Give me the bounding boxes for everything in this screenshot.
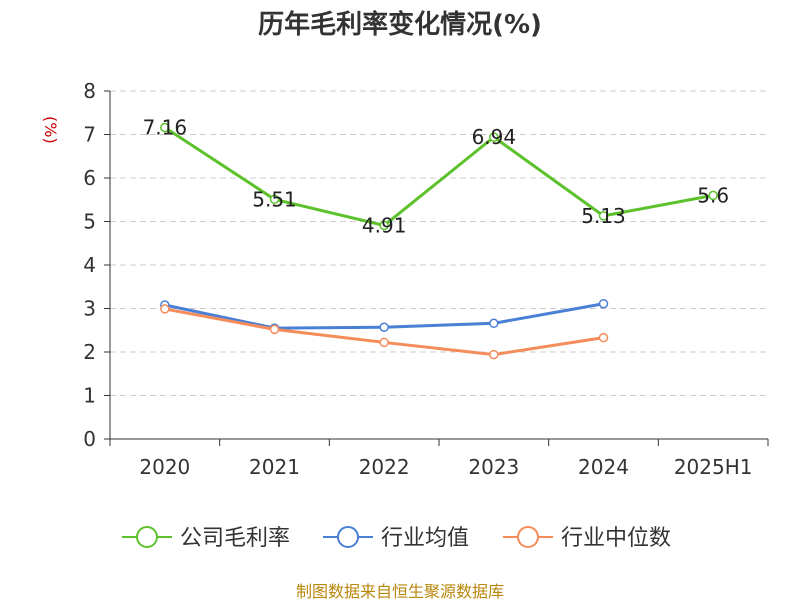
x-tick-label-2023: 2023 xyxy=(468,455,519,479)
data-point-2-2024 xyxy=(598,332,609,343)
x-tick-label-2020: 2020 xyxy=(139,455,190,479)
data-point-2-2022 xyxy=(379,337,389,348)
legend-label-2: 行业中位数 xyxy=(561,526,671,551)
x-tick-label-2025H1: 2025H1 xyxy=(674,455,753,479)
y-axis-unit: (%) xyxy=(41,116,60,144)
y-tick-label-3: 3 xyxy=(83,297,96,321)
data-point-0-2021 xyxy=(269,194,280,205)
data-point-0-2022 xyxy=(379,220,389,231)
data-point-1-2023 xyxy=(489,318,499,329)
legend-marker-2 xyxy=(517,526,539,548)
data-label-2025H1: 5.6 xyxy=(697,183,729,207)
legend-marker-0 xyxy=(136,526,158,548)
source-note: 制图数据来自恒生聚源数据库 xyxy=(295,582,504,601)
y-tick-label-7: 7 xyxy=(83,123,96,147)
data-point-2-2023 xyxy=(489,349,499,360)
data-point-2-2021 xyxy=(269,324,280,335)
data-label-2022: 4.91 xyxy=(362,213,407,237)
data-label-2021: 5.51 xyxy=(252,187,297,211)
data-point-1-2024 xyxy=(598,298,609,309)
y-tick-label-1: 1 xyxy=(83,384,96,408)
y-tick-label-0: 0 xyxy=(83,427,96,451)
legend-label-1: 行业均值 xyxy=(381,526,469,551)
data-point-0-2024 xyxy=(598,211,609,221)
legend-label-0: 公司毛利率 xyxy=(180,526,290,551)
data-point-2-2020 xyxy=(160,304,170,314)
data-point-0-2023 xyxy=(489,132,499,142)
data-point-1-2022 xyxy=(379,322,389,332)
y-tick-label-6: 6 xyxy=(83,166,96,190)
chart-title: 历年毛利率变化情况(%) xyxy=(258,10,542,40)
y-tick-label-5: 5 xyxy=(83,210,96,234)
legend-marker-1 xyxy=(337,526,359,548)
x-tick-label-2024: 2024 xyxy=(578,455,629,479)
x-tick-label-2022: 2022 xyxy=(359,455,410,479)
y-tick-label-8: 8 xyxy=(83,79,96,103)
series-line-0 xyxy=(164,126,714,227)
data-point-0-2025H1 xyxy=(708,190,718,201)
y-tick-label-4: 4 xyxy=(83,253,96,277)
y-tick-label-2: 2 xyxy=(83,340,96,364)
data-label-2023: 6.94 xyxy=(472,125,517,149)
x-tick-label-2021: 2021 xyxy=(249,455,300,479)
data-point-0-2020 xyxy=(160,122,170,133)
data-label-2024: 5.13 xyxy=(581,204,626,228)
data-label-2020: 7.16 xyxy=(143,116,188,140)
